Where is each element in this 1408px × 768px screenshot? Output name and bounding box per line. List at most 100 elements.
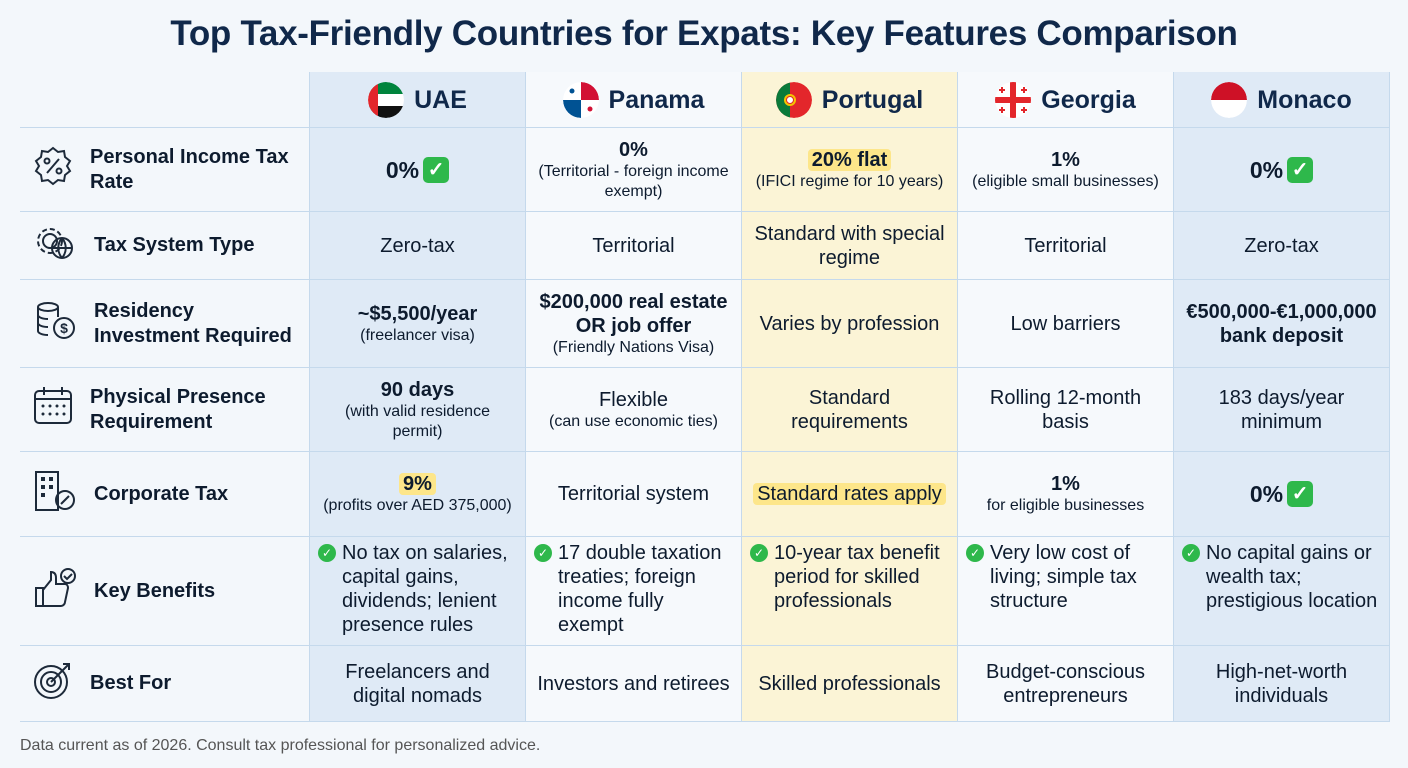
cell-value: Low barriers (1010, 312, 1121, 335)
cell-main: 9% (399, 472, 436, 496)
column-header-portugal: Portugal (742, 72, 958, 128)
country-name: Portugal (821, 85, 924, 114)
cell-monaco: High-net-worth individuals (1174, 646, 1390, 722)
cell-panama: Territorial (526, 212, 742, 280)
cell-main: Varies by profession (760, 312, 940, 336)
cell-value: Zero-tax (1244, 234, 1319, 257)
cell-main: High-net-worth individuals (1182, 660, 1381, 708)
country-name: Panama (608, 85, 705, 114)
footer-note: Data current as of 2026. Consult tax pro… (20, 737, 541, 754)
country-name: UAE (414, 85, 467, 114)
page-title: Top Tax-Friendly Countries for Expats: K… (170, 14, 1238, 53)
column-header-panama: Panama (526, 72, 742, 128)
coins-dollar-icon: $ (32, 299, 78, 348)
cell-monaco: Zero-tax (1174, 212, 1390, 280)
highlighted-value: 9% (399, 473, 436, 495)
cell-value: Freelancers and digital nomads (345, 660, 490, 707)
uae-flag-icon (368, 81, 405, 118)
row-label: $ Residency Investment Required (20, 280, 310, 368)
cell-main: 1% (1051, 472, 1080, 496)
cell-portugal: Varies by profession (742, 280, 958, 368)
svg-text:$: $ (60, 320, 68, 336)
cell-value: Territorial (1024, 234, 1107, 257)
cell-monaco: €500,000-€1,000,000 bank deposit (1174, 280, 1390, 368)
gear-globe-icon (32, 221, 78, 270)
cell-value: ~$5,500/year (357, 302, 478, 325)
cell-main: Standard requirements (750, 386, 949, 434)
cell-main: Zero-tax (1244, 234, 1318, 258)
cell-main: Standard rates apply (753, 481, 946, 507)
country-name: Monaco (1257, 85, 1352, 114)
cell-main: ~$5,500/year (358, 302, 478, 326)
comparison-table: UAE Panama Portugal Georgia Monaco Personal I… (20, 72, 1390, 722)
cell-main: Investors and retirees (537, 672, 729, 696)
cell-main: Low barriers (1010, 312, 1120, 336)
check-circle-icon: ✓ (318, 544, 336, 562)
check-circle-icon: ✓ (1182, 544, 1200, 562)
cell-note: (Territorial - foreign income exempt) (538, 162, 729, 200)
benefit-text: Very low cost of living; simple tax stru… (990, 542, 1137, 612)
cell-value: Rolling 12-month basis (989, 386, 1142, 433)
check-mark-icon: ✓ (1287, 156, 1314, 183)
row-label-text: Residency Investment Required (94, 299, 292, 347)
cell-value: Budget-conscious entrepreneurs (986, 660, 1145, 707)
cell-main: Territorial (592, 234, 674, 258)
cell-uae: Freelancers and digital nomads (310, 646, 526, 722)
cell-georgia: Budget-conscious entrepreneurs (958, 646, 1174, 722)
cell-georgia: ✓ Very low cost of living; simple tax str… (958, 537, 1174, 646)
check-circle-icon: ✓ (534, 544, 552, 562)
country-name: Georgia (1041, 85, 1136, 114)
row-label: Personal Income Tax Rate (20, 128, 310, 212)
highlighted-value: Standard rates apply (753, 483, 946, 505)
cell-main: 1% (1051, 148, 1080, 172)
cell-main: 183 days/year minimum (1182, 386, 1381, 434)
cell-uae: 0% ✓ (310, 128, 526, 212)
row-label-text: Physical Presence Requirement (90, 385, 266, 433)
cell-main: Territorial (1024, 234, 1106, 258)
cell-uae: ~$5,500/year (freelancer visa) (310, 280, 526, 368)
thumbs-up-check-icon (32, 566, 78, 617)
benefit-text: 10-year tax benefit period for skilled p… (774, 542, 940, 612)
cell-main: 0% ✓ (386, 156, 450, 183)
cell-note: (IFICI regime for 10 years) (755, 172, 944, 190)
cell-georgia: Territorial (958, 212, 1174, 280)
cell-value: 183 days/year minimum (1218, 386, 1345, 433)
cell-value: 0% (1249, 481, 1284, 507)
cell-note: (with valid residence permit) (345, 402, 490, 440)
row-label: Best For (20, 646, 310, 722)
cell-note: (profits over AED 375,000) (323, 497, 512, 514)
cell-main: Territorial system (558, 482, 709, 506)
cell-value: Territorial (592, 234, 675, 257)
benefit-text: No capital gains or wealth tax; prestigi… (1206, 542, 1378, 612)
building-percent-icon (32, 469, 78, 520)
header-corner (20, 72, 310, 128)
check-mark-icon: ✓ (1287, 481, 1314, 507)
row-label: Corporate Tax (20, 452, 310, 537)
monaco-flag-icon (1211, 81, 1248, 118)
cell-value: Flexible (599, 388, 668, 411)
cell-value: $200,000 real estate OR job offer (539, 290, 728, 337)
row-label-text: Key Benefits (94, 579, 216, 602)
cell-portugal: Skilled professionals (742, 646, 958, 722)
cell-panama: ✓ 17 double taxation treaties; foreign in… (526, 537, 742, 646)
cell-uae: ✓ No tax on salaries, capital gains, divi… (310, 537, 526, 646)
benefit-text: No tax on salaries, capital gains, divid… (342, 542, 508, 636)
cell-panama: 0% (Territorial - foreign income exempt) (526, 128, 742, 212)
benefit-text: 17 double taxation treaties; foreign inc… (558, 542, 722, 636)
georgia-flag-icon (995, 81, 1032, 118)
cell-value: Varies by profession (759, 312, 940, 335)
cell-value: 1% (1051, 148, 1080, 171)
cell-portugal: 20% flat (IFICI regime for 10 years) (742, 128, 958, 212)
cell-note: (eligible small businesses) (972, 172, 1159, 190)
highlighted-value: 20% flat (807, 148, 892, 171)
cell-main: $200,000 real estate OR job offer (534, 290, 733, 338)
cell-note: for eligible businesses (986, 497, 1145, 514)
portugal-flag-icon (775, 81, 812, 118)
cell-main: 0% (619, 138, 648, 162)
cell-panama: Flexible (can use economic ties) (526, 368, 742, 452)
cell-main: Budget-conscious entrepreneurs (966, 660, 1165, 708)
row-label-text: Corporate Tax (94, 482, 229, 505)
cell-portugal: Standard requirements (742, 368, 958, 452)
cell-main: Standard with special regime (750, 222, 949, 270)
cell-value: High-net-worth individuals (1215, 660, 1348, 707)
